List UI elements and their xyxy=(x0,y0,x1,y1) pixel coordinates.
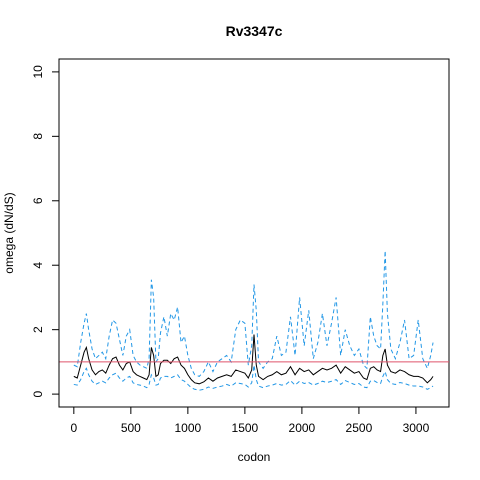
x-axis: 0 500 1000 1500 2000 2500 3000 xyxy=(70,406,430,435)
plot-frame xyxy=(58,58,450,408)
y-tick-label: 8 xyxy=(31,133,45,140)
x-tick-label: 2000 xyxy=(289,421,316,435)
y-tick-label: 10 xyxy=(31,65,45,79)
y-axis-label: omega (dN/dS) xyxy=(2,192,16,273)
x-axis-label: codon xyxy=(238,450,271,464)
x-tick-label: 2500 xyxy=(346,421,373,435)
omega-upper-bound-line xyxy=(73,250,434,377)
x-tick-label: 500 xyxy=(121,421,141,435)
x-tick-label: 0 xyxy=(70,421,77,435)
omega-lower-bound-line xyxy=(73,365,434,391)
y-tick-label: 0 xyxy=(31,390,45,397)
y-tick-label: 2 xyxy=(31,326,45,333)
y-axis: 0 2 4 6 8 10 xyxy=(31,65,60,397)
x-tick-label: 1500 xyxy=(232,421,259,435)
x-tick-label: 1000 xyxy=(175,421,202,435)
x-tick-label: 3000 xyxy=(403,421,430,435)
y-tick-label: 4 xyxy=(31,262,45,269)
plot-area xyxy=(59,250,449,391)
chart-title: Rv3347c xyxy=(226,23,283,39)
y-tick-label: 6 xyxy=(31,197,45,204)
omega-mean-line xyxy=(73,334,434,385)
